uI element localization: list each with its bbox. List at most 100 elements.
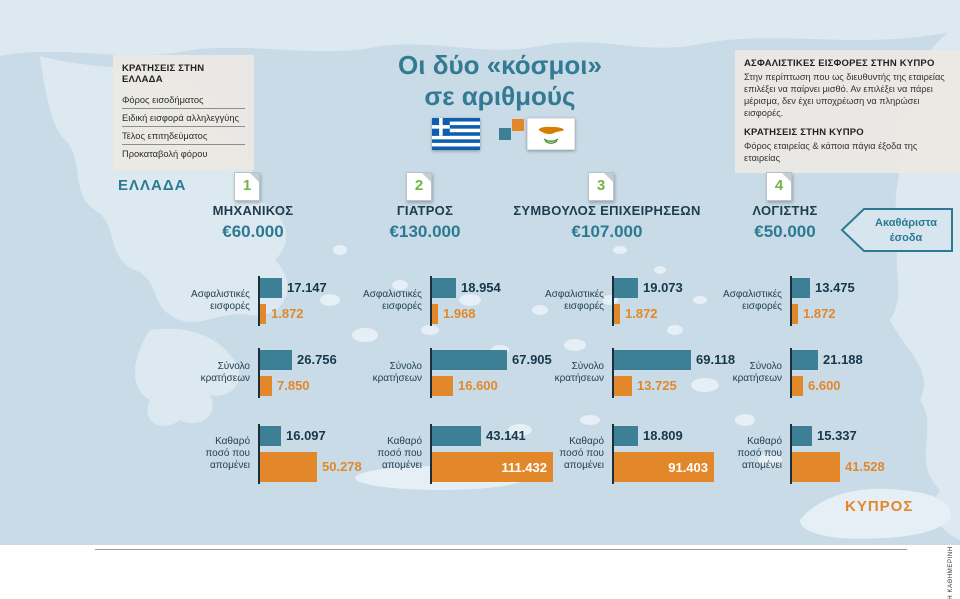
profession-title: ΓΙΑΤΡΟΣ <box>396 203 454 218</box>
greece-label: ΕΛΛΑΔΑ <box>118 177 187 194</box>
bar-greece <box>260 350 292 370</box>
cyprus-contributions-body: Στην περίπτωση που ως διευθυντής της ετα… <box>744 72 945 118</box>
badge-number: 2 <box>414 177 424 194</box>
bar-cyprus <box>432 376 453 396</box>
row-label: Ασφαλιστικές εισφορές <box>191 289 250 312</box>
value-cyprus: 13.725 <box>637 378 677 393</box>
value-cyprus: 7.850 <box>277 378 310 393</box>
greece-deduction-item: Φόρος εισοδήματος <box>122 91 245 109</box>
bar-cyprus <box>792 304 798 324</box>
value-cyprus: 16.600 <box>458 378 498 393</box>
page-fold-icon <box>250 173 259 182</box>
row-label: Καθαρό ποσό που απομένει <box>377 436 422 471</box>
row-label: Καθαρό ποσό που απομένει <box>205 436 250 471</box>
footer-divider <box>95 549 907 550</box>
axis-line <box>612 276 614 326</box>
bar-cyprus: 111.432 <box>432 452 553 482</box>
axis-line <box>612 348 614 398</box>
axis-line <box>790 276 792 326</box>
value-greece: 17.147 <box>287 280 327 295</box>
axis-line <box>258 424 260 484</box>
gross-income: €50.000 <box>754 222 816 241</box>
value-greece: 69.118 <box>696 352 736 367</box>
gross-income: €60.000 <box>222 222 284 241</box>
cyprus-label: ΚΥΠΡΟΣ <box>845 498 914 515</box>
cyprus-contributions-title: ΑΣΦΑΛΙΣΤΙΚΕΣ ΕΙΣΦΟΡΕΣ ΣΤΗΝ ΚΥΠΡΟ <box>744 58 935 69</box>
value-cyprus: 91.403 <box>668 459 708 475</box>
bar-greece <box>614 278 638 298</box>
value-cyprus: 41.528 <box>845 459 885 474</box>
value-cyprus: 1.872 <box>803 306 836 321</box>
profession-title: ΣΥΜΒΟΥΛΟΣ ΕΠΙΧΕΙΡΗΣΕΩΝ <box>513 203 701 218</box>
badge-number: 1 <box>242 177 252 194</box>
axis-line <box>430 348 432 398</box>
cyprus-deductions-title: ΚΡΑΤΗΣΕΙΣ ΣΤΗΝ ΚΥΠΡΟ <box>744 126 864 138</box>
note-page-icon: 1 <box>234 172 260 201</box>
bar-greece <box>614 426 638 446</box>
greece-deductions-title: ΚΡΑΤΗΣΕΙΣ ΣΤΗΝ ΕΛΛΑΔΑ <box>122 63 205 85</box>
value-cyprus: 111.432 <box>501 459 547 475</box>
row-label: Ασφαλιστικές εισφορές <box>723 289 782 312</box>
bar-cyprus <box>792 376 803 396</box>
bar-cyprus <box>614 304 620 324</box>
value-greece: 15.337 <box>817 428 857 443</box>
value-greece: 43.141 <box>486 428 526 443</box>
left-arrow-banner-icon <box>840 208 953 252</box>
bar-greece <box>260 278 282 298</box>
greece-deduction-item: Τέλος επιτηδεύματος <box>122 127 245 145</box>
axis-line <box>790 424 792 484</box>
profession-title: ΜΗΧΑΝΙΚΟΣ <box>212 203 294 218</box>
row-label: Καθαρό ποσό που απομένει <box>559 436 604 471</box>
page-title-line2: σε αριθμούς <box>424 81 576 112</box>
value-greece: 21.188 <box>823 352 863 367</box>
value-greece: 19.073 <box>643 280 683 295</box>
bar-cyprus <box>260 304 266 324</box>
note-page-icon: 4 <box>766 172 792 201</box>
axis-line <box>258 348 260 398</box>
axis-line <box>430 424 432 484</box>
bar-greece <box>432 278 456 298</box>
bar-greece <box>792 350 818 370</box>
gross-income: €107.000 <box>571 222 643 241</box>
cyprus-flag-icon <box>527 118 575 150</box>
badge-number: 3 <box>596 177 606 194</box>
note-page-icon: 2 <box>406 172 432 201</box>
row-label: Ασφαλιστικές εισφορές <box>545 289 604 312</box>
axis-line <box>612 424 614 484</box>
greece-deduction-item: Ειδική εισφορά αλληλεγγύης <box>122 109 245 127</box>
bar-cyprus: 91.403 <box>614 452 714 482</box>
value-greece: 67.905 <box>512 352 552 367</box>
value-greece: 18.809 <box>643 428 683 443</box>
greece-deductions-box: ΚΡΑΤΗΣΕΙΣ ΣΤΗΝ ΕΛΛΑΔΑ Φόρος εισοδήματος … <box>113 55 254 170</box>
bar-greece <box>614 350 691 370</box>
axis-line <box>258 276 260 326</box>
page-fold-icon <box>782 173 791 182</box>
bar-greece <box>792 278 810 298</box>
bar-cyprus <box>260 452 317 482</box>
value-greece: 16.097 <box>286 428 326 443</box>
bar-cyprus <box>432 304 438 324</box>
value-greece: 18.954 <box>461 280 501 295</box>
gross-income: €130.000 <box>389 222 461 241</box>
bar-cyprus <box>260 376 272 396</box>
gross-income-label: Ακαθάριστα έσοδα <box>875 217 937 244</box>
page-fold-icon <box>422 173 431 182</box>
greece-deduction-item: Προκαταβολή φόρου <box>122 149 208 159</box>
row-label: Καθαρό ποσό που απομένει <box>737 436 782 471</box>
note-page-icon: 3 <box>588 172 614 201</box>
value-cyprus: 1.968 <box>443 306 476 321</box>
axis-line <box>790 348 792 398</box>
page-fold-icon <box>604 173 613 182</box>
row-label: Σύνολο κρατήσεων <box>554 361 604 384</box>
bar-greece <box>792 426 812 446</box>
footer-band <box>0 545 960 599</box>
greece-flag-icon <box>432 118 480 150</box>
greece-color-legend-swatch <box>499 128 511 140</box>
bar-greece <box>260 426 281 446</box>
cyprus-info-box: ΑΣΦΑΛΙΣΤΙΚΕΣ ΕΙΣΦΟΡΕΣ ΣΤΗΝ ΚΥΠΡΟ Στην πε… <box>735 50 960 173</box>
value-cyprus: 1.872 <box>625 306 658 321</box>
publisher-credit: Η ΚΑΘΗΜΕΡΙΝΗ <box>948 546 954 599</box>
value-cyprus: 6.600 <box>808 378 841 393</box>
